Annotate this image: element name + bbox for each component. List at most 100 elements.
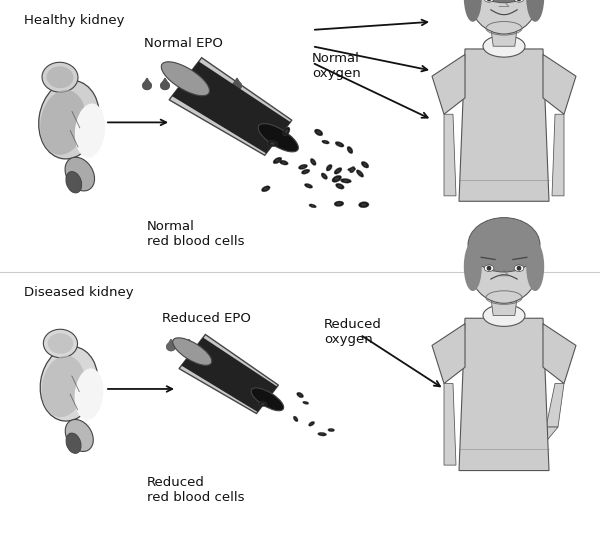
Ellipse shape [260, 403, 265, 405]
Polygon shape [543, 324, 576, 384]
Ellipse shape [301, 165, 305, 168]
Polygon shape [459, 318, 549, 471]
Polygon shape [172, 61, 290, 153]
Ellipse shape [318, 432, 326, 436]
Text: Reduced
red blood cells: Reduced red blood cells [147, 476, 245, 504]
Ellipse shape [347, 168, 356, 171]
Ellipse shape [166, 342, 176, 351]
Ellipse shape [336, 169, 340, 172]
Ellipse shape [232, 81, 242, 90]
Ellipse shape [343, 180, 349, 182]
Ellipse shape [304, 170, 308, 173]
Ellipse shape [258, 123, 298, 152]
Ellipse shape [329, 429, 333, 431]
Ellipse shape [270, 142, 275, 145]
Polygon shape [167, 339, 175, 347]
Ellipse shape [470, 230, 539, 304]
Ellipse shape [298, 394, 302, 397]
Ellipse shape [42, 62, 78, 92]
Ellipse shape [43, 329, 77, 358]
Ellipse shape [308, 422, 314, 426]
Polygon shape [197, 78, 205, 85]
Ellipse shape [468, 218, 540, 272]
Polygon shape [185, 339, 193, 347]
Ellipse shape [483, 35, 525, 57]
Ellipse shape [320, 433, 325, 435]
Ellipse shape [514, 265, 524, 271]
Text: Normal
red blood cells: Normal red blood cells [147, 220, 245, 248]
Ellipse shape [310, 423, 313, 425]
Ellipse shape [351, 168, 354, 171]
Ellipse shape [358, 172, 362, 175]
Ellipse shape [65, 157, 95, 191]
Ellipse shape [304, 183, 313, 188]
Ellipse shape [470, 0, 539, 34]
Ellipse shape [517, 266, 521, 270]
Ellipse shape [304, 402, 307, 404]
Ellipse shape [311, 160, 314, 164]
Ellipse shape [349, 166, 355, 173]
Polygon shape [179, 78, 187, 85]
Polygon shape [546, 384, 564, 427]
Ellipse shape [40, 90, 86, 155]
Ellipse shape [340, 178, 352, 183]
Polygon shape [432, 54, 465, 114]
Text: Diseased kidney: Diseased kidney [24, 286, 134, 299]
Ellipse shape [464, 242, 482, 291]
Ellipse shape [326, 164, 332, 171]
Ellipse shape [361, 162, 369, 168]
Ellipse shape [334, 168, 342, 174]
Ellipse shape [466, 264, 474, 276]
Polygon shape [169, 58, 292, 155]
Ellipse shape [296, 392, 304, 398]
Ellipse shape [334, 201, 344, 207]
Polygon shape [459, 49, 549, 201]
Ellipse shape [363, 163, 367, 166]
Ellipse shape [311, 205, 314, 207]
Ellipse shape [173, 338, 212, 366]
Polygon shape [528, 427, 558, 449]
Text: Reduced EPO: Reduced EPO [162, 312, 251, 325]
Polygon shape [179, 335, 278, 413]
Ellipse shape [487, 266, 491, 270]
Ellipse shape [335, 183, 344, 189]
Ellipse shape [361, 203, 367, 206]
Text: Normal
oxygen: Normal oxygen [312, 52, 361, 79]
Ellipse shape [184, 342, 194, 351]
Ellipse shape [517, 0, 521, 2]
Ellipse shape [41, 356, 85, 417]
Ellipse shape [293, 416, 298, 422]
Ellipse shape [284, 129, 288, 134]
Ellipse shape [262, 186, 270, 192]
Ellipse shape [178, 81, 188, 90]
Ellipse shape [47, 333, 73, 354]
Ellipse shape [314, 129, 323, 136]
Ellipse shape [263, 187, 268, 190]
Ellipse shape [358, 202, 369, 208]
Ellipse shape [75, 103, 105, 158]
Ellipse shape [356, 170, 364, 177]
Ellipse shape [65, 419, 93, 452]
Polygon shape [181, 337, 277, 412]
Ellipse shape [464, 0, 482, 22]
Ellipse shape [74, 368, 103, 420]
Ellipse shape [324, 141, 328, 143]
Ellipse shape [526, 0, 544, 22]
Ellipse shape [309, 204, 316, 208]
Ellipse shape [251, 388, 284, 411]
Polygon shape [143, 78, 151, 85]
Ellipse shape [484, 0, 494, 2]
Ellipse shape [534, 264, 542, 276]
Ellipse shape [338, 185, 342, 188]
Ellipse shape [349, 148, 352, 152]
Ellipse shape [196, 81, 206, 90]
Polygon shape [444, 384, 456, 465]
Ellipse shape [301, 169, 310, 174]
Ellipse shape [328, 428, 335, 432]
Ellipse shape [322, 140, 329, 144]
Ellipse shape [337, 202, 341, 205]
Ellipse shape [281, 162, 286, 164]
Ellipse shape [534, 0, 542, 7]
Ellipse shape [307, 184, 311, 187]
Ellipse shape [321, 173, 328, 180]
